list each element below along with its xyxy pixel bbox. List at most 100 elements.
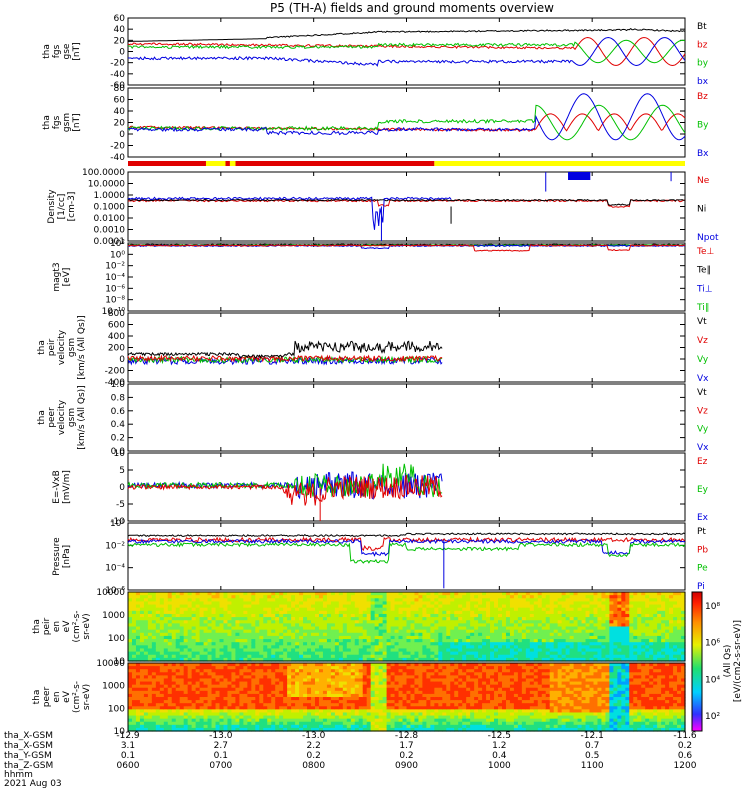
spectrogram-cell bbox=[287, 617, 292, 621]
spectrogram-cell bbox=[450, 617, 455, 621]
spectrogram-cell bbox=[378, 724, 384, 729]
spectrogram-cell bbox=[215, 607, 221, 612]
spectrogram-cell bbox=[490, 620, 495, 624]
spectrogram-cell bbox=[450, 642, 455, 646]
spectrogram-cell bbox=[131, 657, 137, 662]
spectrogram-cell bbox=[147, 666, 153, 670]
spectrogram-cell bbox=[187, 709, 193, 714]
spectrogram-cell bbox=[155, 632, 161, 637]
spectrogram-cell bbox=[199, 718, 205, 723]
spectrogram-cell bbox=[271, 604, 276, 609]
spectrogram-cell bbox=[279, 727, 284, 732]
spectrogram-cell bbox=[195, 681, 201, 686]
spectrogram-cell bbox=[669, 648, 674, 653]
spectrogram-cell bbox=[613, 642, 618, 646]
spectrogram-cell bbox=[247, 681, 252, 686]
mode-segment bbox=[205, 161, 226, 166]
spectrogram-cell bbox=[283, 681, 288, 686]
spectrogram-cell bbox=[171, 715, 177, 720]
spectrogram-cell bbox=[187, 632, 193, 637]
spectrogram-cell bbox=[175, 607, 181, 612]
spectrogram-cell bbox=[163, 639, 169, 643]
spectrogram-cell bbox=[255, 601, 260, 606]
spectrogram-cell bbox=[203, 693, 209, 698]
spectrogram-cell bbox=[665, 632, 670, 637]
spectrogram-cell bbox=[307, 724, 312, 729]
spectrogram-cell bbox=[553, 639, 559, 643]
spectrogram-cell bbox=[466, 592, 471, 596]
spectrogram-cell bbox=[175, 727, 181, 732]
spectrogram-cell bbox=[295, 642, 300, 646]
spectrogram-cell bbox=[505, 607, 511, 612]
spectrogram-cell bbox=[370, 632, 376, 637]
spectrogram-cell bbox=[311, 715, 316, 720]
spectrogram-cell bbox=[486, 648, 491, 653]
spectrogram-cell bbox=[267, 645, 272, 650]
spectrogram-cell bbox=[346, 613, 352, 618]
spectrogram-cell bbox=[179, 675, 185, 680]
spectrogram-cell bbox=[557, 645, 563, 650]
spectrogram-cell bbox=[163, 693, 169, 698]
spectrogram-cell bbox=[330, 626, 336, 631]
spectrogram-cell bbox=[470, 654, 475, 659]
spectrogram-cell bbox=[565, 626, 571, 631]
spectrogram-cell bbox=[151, 629, 157, 634]
spectrogram-cell bbox=[641, 592, 646, 596]
spectrogram-cell bbox=[649, 639, 654, 643]
spectrogram-cell bbox=[195, 651, 201, 656]
spectrogram-cell bbox=[231, 657, 237, 662]
spectrogram-cell bbox=[430, 645, 435, 650]
spectrogram-cell bbox=[470, 604, 475, 609]
spectrogram-cell bbox=[585, 629, 591, 634]
spectrogram-cell bbox=[609, 604, 614, 609]
spectrogram-cell bbox=[358, 604, 364, 609]
spectrogram-cell bbox=[314, 620, 320, 624]
spectrogram-cell bbox=[358, 635, 364, 640]
spectrogram-cell bbox=[326, 724, 332, 729]
spectrogram-cell bbox=[267, 663, 272, 667]
spectrogram-cell bbox=[597, 645, 603, 650]
spectrogram-cell bbox=[633, 654, 638, 659]
spectrogram-cell bbox=[366, 700, 372, 704]
spectrogram-cell bbox=[235, 678, 240, 683]
spectrogram-cell bbox=[171, 626, 177, 631]
spectrogram-cell bbox=[490, 598, 495, 603]
spectrogram-cell bbox=[645, 598, 650, 603]
spectrogram-cell bbox=[307, 657, 312, 662]
spectrogram-cell bbox=[486, 632, 491, 637]
spectrogram-cell bbox=[179, 645, 185, 650]
spectrogram-cell bbox=[311, 706, 316, 710]
spectrogram-cell bbox=[597, 623, 603, 628]
spectrogram-cell bbox=[231, 697, 237, 701]
spectrogram-cell bbox=[406, 651, 412, 656]
spectrogram-cell bbox=[295, 632, 300, 637]
spectrogram-cell bbox=[207, 632, 213, 637]
spectrogram-cell bbox=[330, 623, 336, 628]
spectrogram-cell bbox=[235, 700, 240, 704]
spectrogram-cell bbox=[251, 687, 256, 692]
spectrogram-cell bbox=[199, 595, 205, 599]
spectrogram-cell bbox=[362, 666, 368, 670]
spectrogram-cell bbox=[227, 629, 233, 634]
spectrogram-cell bbox=[183, 620, 189, 624]
spectrogram-cell bbox=[155, 620, 161, 624]
spectrogram-cell bbox=[613, 648, 618, 653]
spectrogram-cell bbox=[386, 706, 392, 710]
spectrogram-cell bbox=[617, 617, 622, 621]
spectrogram-cell bbox=[553, 642, 559, 646]
spectrogram-cell bbox=[609, 642, 614, 646]
spectrogram-cell bbox=[231, 617, 237, 621]
spectrogram-cell bbox=[354, 709, 360, 714]
spectrogram-cell bbox=[231, 626, 237, 631]
spectrogram-cell bbox=[263, 601, 268, 606]
spectrogram-cell bbox=[247, 613, 252, 618]
spectrogram-cell bbox=[227, 617, 233, 621]
spectrogram-cell bbox=[267, 635, 272, 640]
spectrogram-cell bbox=[267, 687, 272, 692]
spectrogram-cell bbox=[231, 669, 237, 673]
spectrogram-cell bbox=[171, 651, 177, 656]
spectrogram-cell bbox=[163, 598, 169, 603]
spectrogram-cell bbox=[589, 623, 595, 628]
spectrogram-cell bbox=[275, 595, 280, 599]
spectrogram-cell bbox=[191, 620, 197, 624]
